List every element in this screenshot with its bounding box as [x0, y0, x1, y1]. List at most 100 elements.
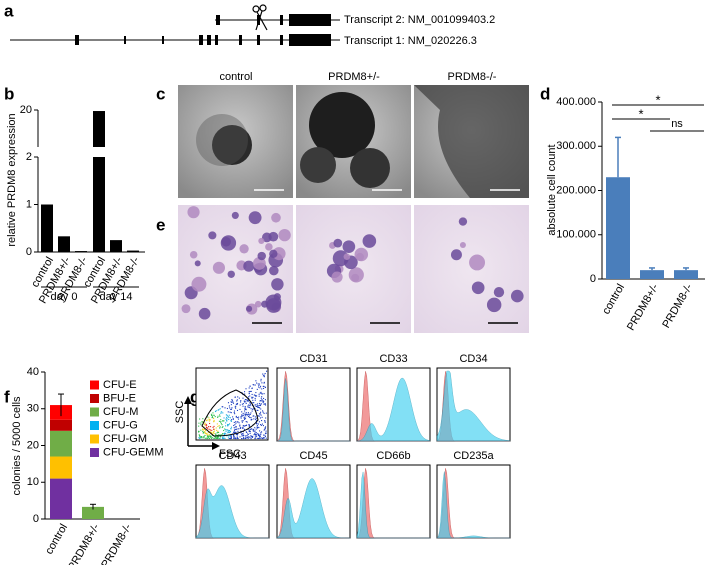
flow-event	[235, 429, 237, 431]
flow-event	[216, 437, 218, 439]
flow-event	[244, 425, 246, 427]
flow-event	[202, 428, 204, 430]
flow-event	[251, 393, 253, 395]
flow-event	[212, 412, 214, 414]
flow-event	[257, 415, 259, 417]
flow-event	[235, 431, 237, 433]
flow-event	[257, 415, 259, 417]
flow-event	[204, 431, 206, 433]
flow-event	[240, 432, 242, 434]
flow-event	[207, 419, 209, 421]
flow-event	[264, 386, 266, 388]
cell	[245, 305, 253, 312]
flow-event	[259, 392, 261, 394]
y-tick-label: 40	[27, 366, 39, 378]
panel-label: c	[156, 84, 165, 103]
flow-event	[228, 418, 230, 421]
bar-segment	[50, 478, 72, 519]
flow-event	[241, 427, 243, 429]
flow-event	[263, 437, 265, 439]
flow-event	[255, 380, 257, 382]
flow-event	[260, 433, 262, 435]
flow-event	[256, 426, 258, 428]
flow-event	[259, 400, 262, 402]
flow-event	[251, 387, 253, 390]
flow-event	[250, 390, 252, 392]
flow-event	[251, 419, 253, 421]
flow-event	[205, 433, 207, 435]
flow-event	[232, 418, 234, 420]
flow-event	[254, 427, 256, 429]
flow-event	[245, 388, 247, 390]
flow-event	[258, 415, 260, 417]
flow-event	[198, 422, 200, 424]
flow-event	[212, 431, 214, 433]
cell	[243, 260, 255, 272]
flow-event	[235, 433, 237, 436]
flow-event	[230, 401, 232, 403]
flow-event	[259, 435, 261, 437]
flow-event	[233, 429, 236, 431]
bar-upper	[93, 111, 105, 147]
flow-event	[220, 412, 222, 414]
bar-segment	[50, 430, 72, 457]
flow-event	[256, 433, 258, 435]
flow-event	[237, 396, 239, 398]
flow-event	[229, 431, 231, 433]
flow-event	[199, 418, 201, 420]
panel-label: e	[156, 215, 165, 234]
significance-label: *	[638, 106, 643, 121]
flow-event	[262, 437, 264, 439]
flow-event	[206, 424, 208, 426]
cell	[271, 212, 281, 223]
axis-label: FSC	[219, 448, 241, 460]
flow-event	[234, 396, 236, 398]
flow-event	[256, 395, 258, 397]
flow-event	[243, 437, 245, 439]
flow-event	[235, 422, 237, 424]
flow-event	[264, 420, 266, 422]
flow-event	[258, 384, 260, 386]
flow-event	[256, 382, 258, 384]
flow-event	[248, 415, 250, 417]
flow-event	[248, 430, 250, 432]
flow-event	[228, 431, 230, 433]
flow-event	[260, 424, 262, 426]
flow-event	[221, 433, 223, 436]
cell	[239, 244, 249, 254]
flow-event	[227, 431, 229, 433]
flow-event	[198, 430, 200, 432]
gate	[201, 389, 259, 437]
flow-event	[200, 436, 202, 438]
flow-event	[249, 413, 251, 415]
cell	[469, 254, 486, 271]
cell	[194, 260, 201, 267]
flow-event	[228, 430, 231, 432]
flow-event	[263, 382, 265, 384]
flow-event	[229, 417, 231, 419]
flow-event	[218, 424, 220, 427]
flow-event	[256, 419, 258, 421]
flow-event	[255, 432, 257, 434]
flow-event	[257, 383, 259, 385]
bar	[93, 111, 105, 252]
flow-event	[246, 413, 248, 416]
flow-event	[223, 435, 225, 437]
cell	[258, 237, 265, 244]
flow-event	[214, 410, 217, 413]
flow-event	[242, 420, 244, 422]
flow-event	[207, 435, 209, 437]
flow-event	[230, 412, 232, 414]
histogram-stained	[356, 377, 431, 442]
flow-event	[236, 417, 238, 419]
flow-event	[250, 403, 252, 405]
flow-event	[255, 420, 257, 422]
flow-event	[250, 435, 252, 437]
flow-event	[234, 436, 236, 439]
flow-event	[205, 432, 207, 434]
flow-event	[255, 417, 257, 419]
cell	[510, 289, 524, 303]
flow-event	[222, 426, 224, 428]
bar	[75, 251, 87, 252]
bar	[110, 240, 122, 252]
